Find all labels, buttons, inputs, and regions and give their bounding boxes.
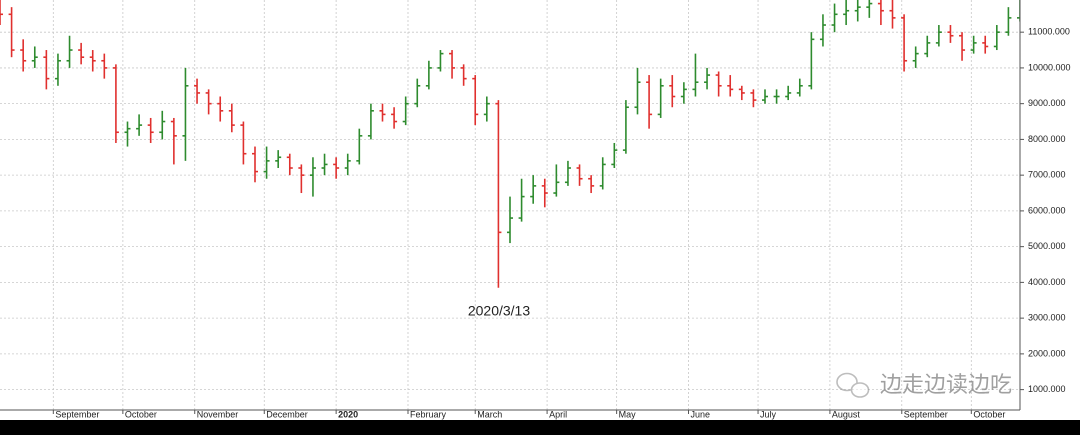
x-tick-label: April [549, 409, 567, 419]
x-tick-label: October [973, 409, 1005, 419]
x-tick-label: December [266, 409, 308, 419]
x-tick-label: March [477, 409, 502, 419]
grid [0, 0, 1020, 410]
y-tick-label: 10000.000 [1028, 62, 1071, 72]
y-tick-label: 4000.000 [1028, 277, 1066, 287]
x-tick-label: June [691, 409, 711, 419]
x-tick-label: November [197, 409, 239, 419]
y-tick-label: 6000.000 [1028, 205, 1066, 215]
watermark: 边走边读边吃 [880, 373, 1012, 398]
watermark-icon [836, 372, 870, 398]
x-tick-label: September [904, 409, 948, 419]
x-tick-label: May [619, 409, 637, 419]
x-tick-label: September [55, 409, 99, 419]
x-tick-label: August [832, 409, 861, 419]
y-tick-label: 3000.000 [1028, 313, 1066, 323]
y-tick-label: 8000.000 [1028, 134, 1066, 144]
y-tick-label: 9000.000 [1028, 98, 1066, 108]
annotation: 2020/3/13 [468, 303, 530, 319]
bars [0, 0, 1020, 288]
labels: 1000.000 2000.000 3000.000 4000.000 5000.000… [52, 27, 1071, 419]
y-tick-label: 1000.000 [1028, 384, 1066, 394]
y-tick-label: 7000.000 [1028, 170, 1066, 180]
x-tick-label: October [125, 409, 157, 419]
y-tick-label: 2000.000 [1028, 348, 1066, 358]
x-tick-label: 2020 [338, 409, 358, 419]
x-tick-label: February [410, 409, 447, 419]
y-tick-label: 5000.000 [1028, 241, 1066, 251]
y-tick-label: 11000.000 [1028, 27, 1070, 37]
bottom-strip [0, 420, 1080, 435]
x-tick-label: July [760, 409, 777, 419]
